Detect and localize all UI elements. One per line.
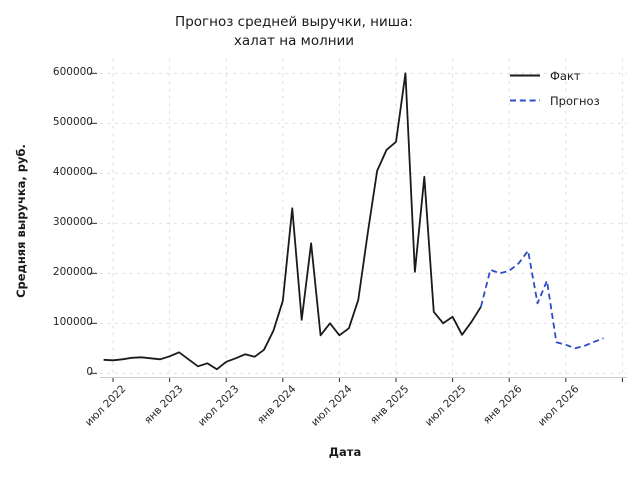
y-tick-label: 300000 [52,216,93,229]
x-axis-label: Дата [328,445,362,459]
y-tick-label: 0 [86,366,93,379]
chart-title-line1: Прогноз средней выручки, ниша: [175,14,413,30]
y-tick-label: 500000 [52,116,93,129]
forecast-line [480,249,604,350]
y-tick-label: 200000 [52,266,93,279]
fact-line [103,72,482,371]
legend-label-fact: Факт [550,68,581,83]
legend: Факт Прогноз [509,63,600,113]
chart-title-line2: халат на молнии [233,33,355,49]
fact-line-sample-icon [510,74,540,77]
legend-label-forecast: Прогноз [550,93,600,108]
forecast-line-sample-icon [510,99,540,102]
legend-item-fact: Факт [509,63,600,88]
y-tick-label: 400000 [52,166,93,179]
chart-title: Прогноз средней выручки, ниша: халат на … [0,13,588,51]
y-tick-label: 100000 [52,316,93,329]
y-tick-label: 600000 [52,66,93,79]
legend-item-forecast: Прогноз [509,88,600,113]
